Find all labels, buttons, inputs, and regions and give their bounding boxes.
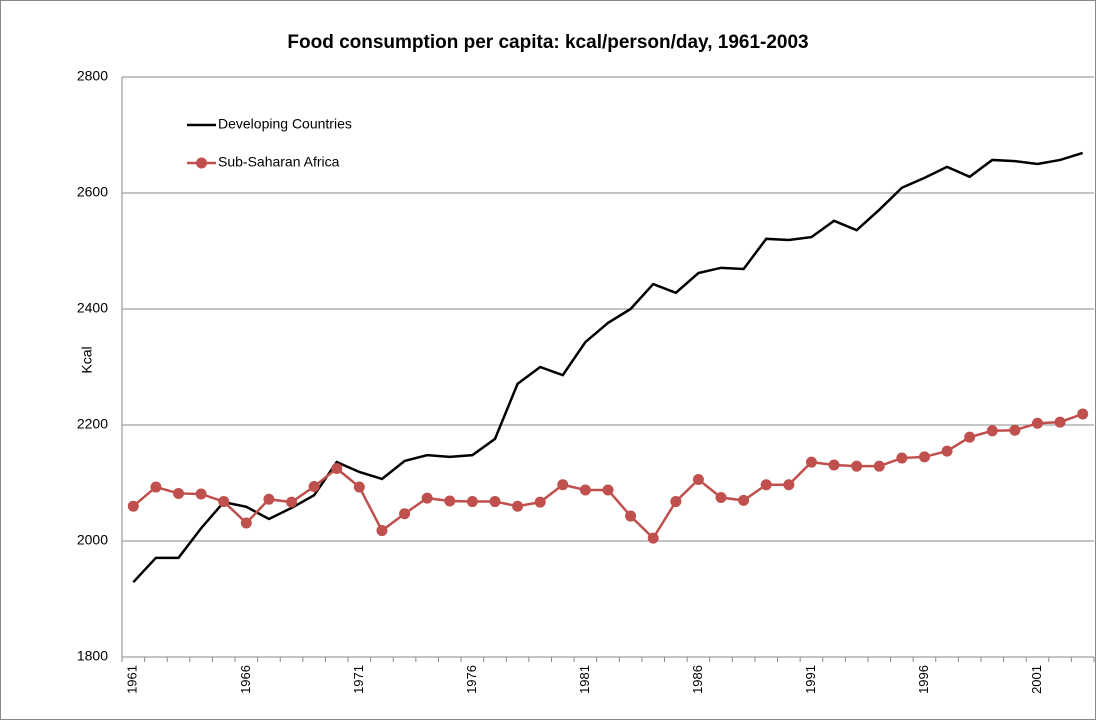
data-point — [240, 517, 252, 529]
data-point — [602, 484, 614, 496]
data-point — [625, 510, 637, 522]
data-point — [828, 459, 840, 471]
y-axis-label: Kcal — [79, 346, 95, 373]
data-point — [127, 500, 139, 512]
data-point — [263, 493, 275, 505]
data-point — [738, 494, 750, 506]
data-point — [331, 463, 343, 474]
data-point — [941, 445, 953, 457]
data-point — [489, 496, 501, 508]
data-point — [195, 488, 207, 500]
data-point — [376, 525, 388, 537]
x-tick-label: 1976 — [464, 665, 479, 694]
data-point — [421, 492, 433, 504]
chart-title: Food consumption per capita: kcal/person… — [287, 32, 808, 53]
data-point — [896, 452, 908, 464]
data-point — [873, 460, 885, 472]
data-point — [986, 425, 998, 437]
data-point — [579, 484, 591, 496]
data-point — [444, 495, 456, 507]
data-point — [1031, 417, 1043, 429]
y-tick-label: 1800 — [77, 648, 108, 664]
data-point — [805, 456, 817, 468]
x-tick-label: 1966 — [238, 665, 253, 694]
data-point — [783, 479, 795, 491]
data-point — [399, 508, 411, 520]
data-point — [715, 492, 727, 503]
data-point — [964, 431, 976, 443]
data-point — [150, 481, 162, 493]
data-point — [1054, 416, 1066, 428]
legend-label: Sub-Saharan Africa — [218, 154, 340, 170]
data-point — [218, 496, 230, 508]
x-tick-label: 1986 — [690, 665, 705, 694]
x-tick-label: 1981 — [577, 665, 592, 694]
data-point — [1077, 408, 1089, 420]
data-point — [173, 487, 185, 499]
series-line — [132, 151, 1084, 584]
x-tick-label: 2001 — [1029, 665, 1044, 694]
legend-marker — [196, 157, 207, 169]
data-point — [1009, 424, 1021, 436]
data-point — [851, 460, 863, 472]
data-point — [512, 500, 524, 512]
data-point — [760, 479, 772, 491]
y-tick-label: 2400 — [77, 300, 108, 316]
data-point — [308, 480, 320, 492]
data-point — [534, 496, 546, 508]
y-tick-label: 2000 — [77, 532, 108, 548]
data-point — [466, 496, 478, 508]
data-point — [557, 479, 569, 491]
x-tick-label: 1991 — [803, 665, 818, 694]
y-tick-label: 2800 — [77, 68, 108, 84]
data-point — [286, 496, 298, 508]
data-point — [670, 496, 682, 508]
y-tick-label: 2600 — [77, 184, 108, 200]
y-tick-label: 2200 — [77, 416, 108, 432]
data-point — [647, 532, 659, 544]
legend-label: Developing Countries — [218, 116, 352, 132]
data-point — [918, 451, 930, 463]
x-tick-label: 1971 — [351, 665, 366, 694]
data-point — [353, 481, 365, 493]
data-point — [692, 474, 704, 486]
x-tick-label: 1996 — [916, 665, 931, 694]
x-tick-label: 1961 — [125, 665, 140, 694]
